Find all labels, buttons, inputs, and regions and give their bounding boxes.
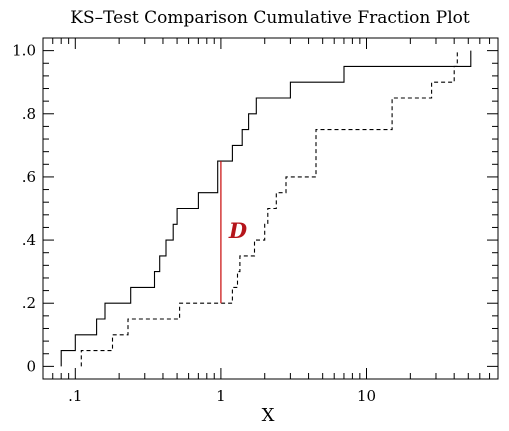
annotation-layer: D	[220, 161, 248, 304]
tick-labels: .1 1 10 0 .2 .4 .6 .8 1.0	[12, 42, 376, 405]
y-tick-label: .8	[22, 105, 36, 123]
y-tick-label: .2	[22, 294, 36, 312]
y-tick-label: 0	[26, 357, 36, 375]
y-tick-label: .6	[22, 168, 36, 186]
x-tick-label: 10	[357, 387, 376, 405]
series-dashed-line	[80, 50, 458, 367]
series-solid-line	[60, 50, 472, 367]
series-layer	[60, 50, 472, 367]
y-tick-label: 1.0	[12, 42, 36, 60]
axis-ticks	[42, 38, 499, 379]
y-tick-label: .4	[22, 231, 36, 249]
ks-distance-label: D	[228, 218, 248, 243]
plot-frame	[42, 37, 499, 380]
x-axis-label: X	[262, 405, 275, 426]
x-tick-label: .1	[68, 387, 82, 405]
x-tick-label: 1	[216, 387, 226, 405]
chart-title: KS–Test Comparison Cumulative Fraction P…	[70, 8, 470, 28]
